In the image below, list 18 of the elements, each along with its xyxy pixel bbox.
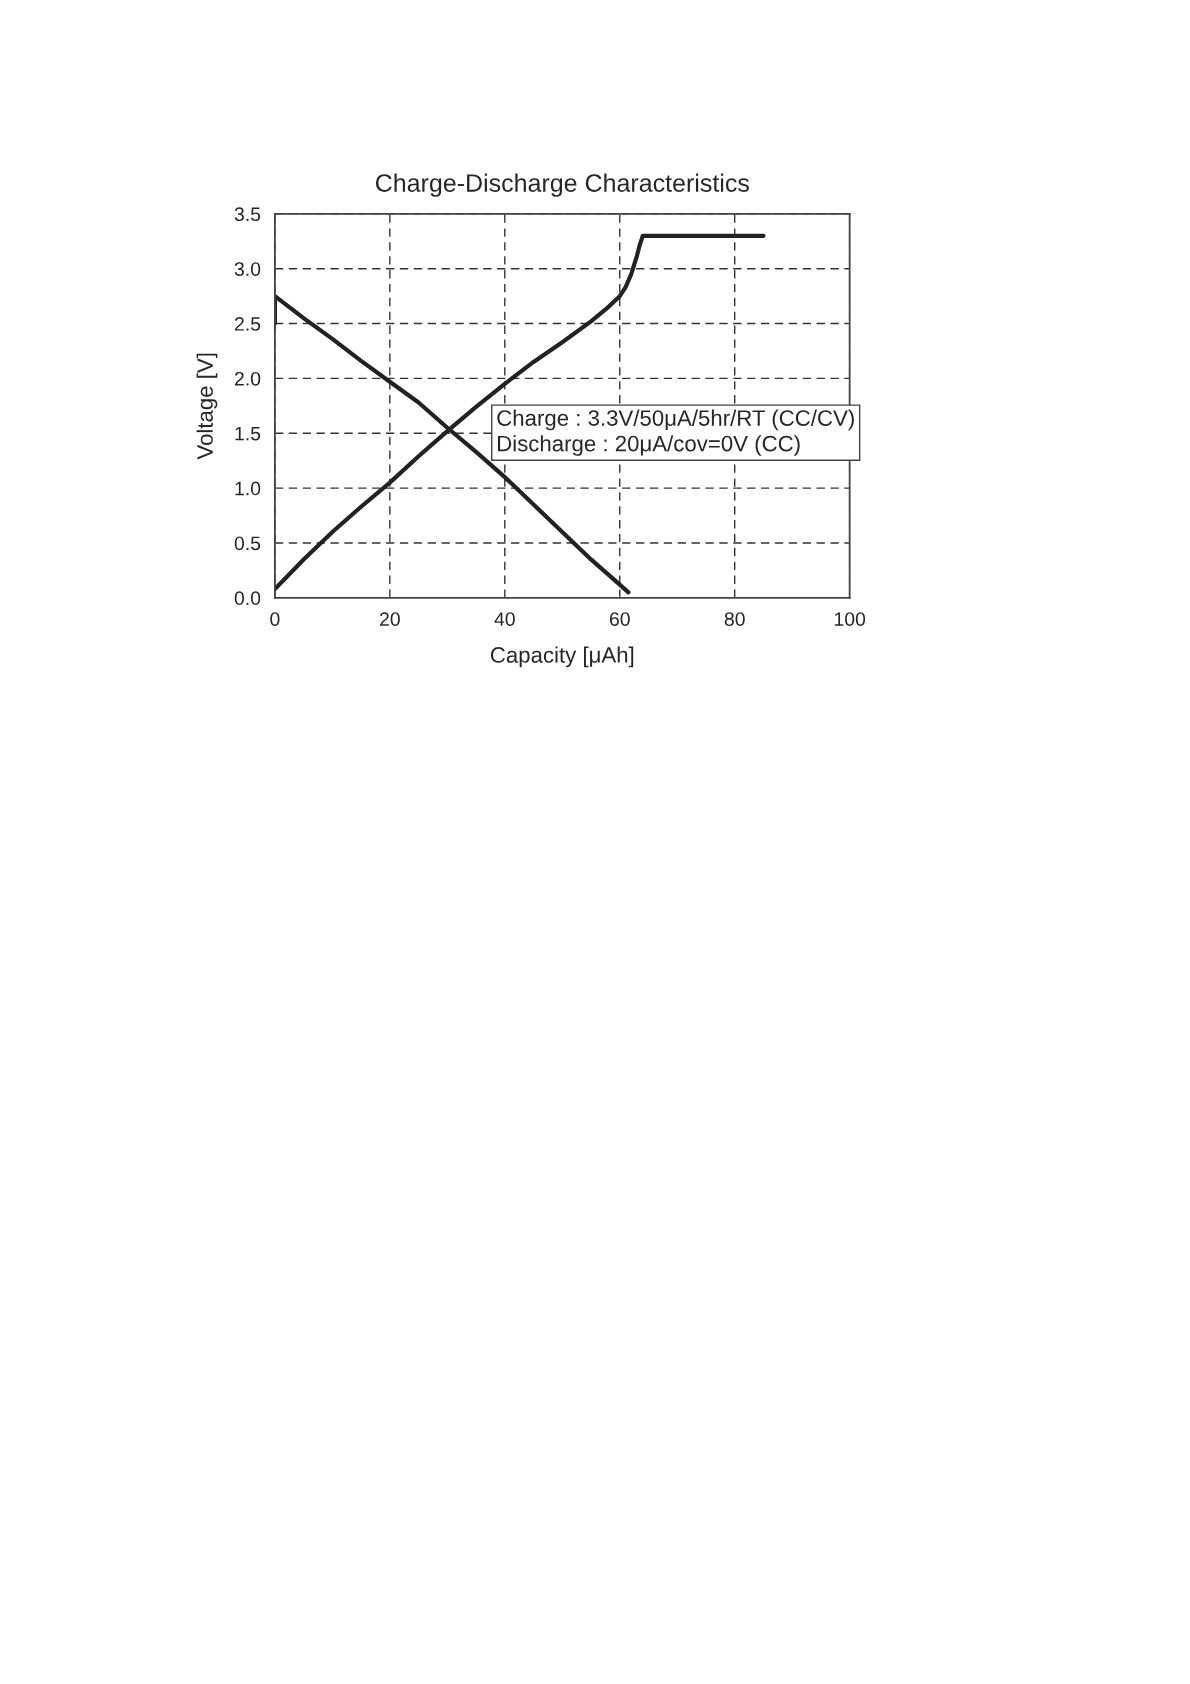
y-tick-label: 3.5 [234,207,261,222]
annotation: Charge : 3.3V/50μA/5hr/RT (CC/CV) Discharge : 20μA/cov=0V (CC) [497,409,854,456]
y-tick-label: 0.0 [234,591,261,606]
x-tick-label: 100 [834,612,866,626]
x-tick-label: 0 [270,612,280,626]
x-tick-label: 40 [494,612,515,626]
x-axis-title: Capacity [μAh] [490,646,634,668]
y-tick-label: 0.5 [234,536,261,551]
y-tick-label: 3.0 [234,262,261,276]
y-tick-label: 1.0 [235,481,261,496]
x-tick-label: 60 [609,612,630,626]
chart-title: Charge-Discharge Characteristics [375,173,749,197]
x-tick-label: 80 [724,612,745,626]
y-tick-label: 2.0 [234,371,261,386]
y-tick-label: 2.5 [234,317,261,331]
x-tick-label: 20 [380,612,400,626]
y-tick-label: 1.5 [235,426,261,441]
y-axis-title: Voltage [V] [196,353,218,460]
